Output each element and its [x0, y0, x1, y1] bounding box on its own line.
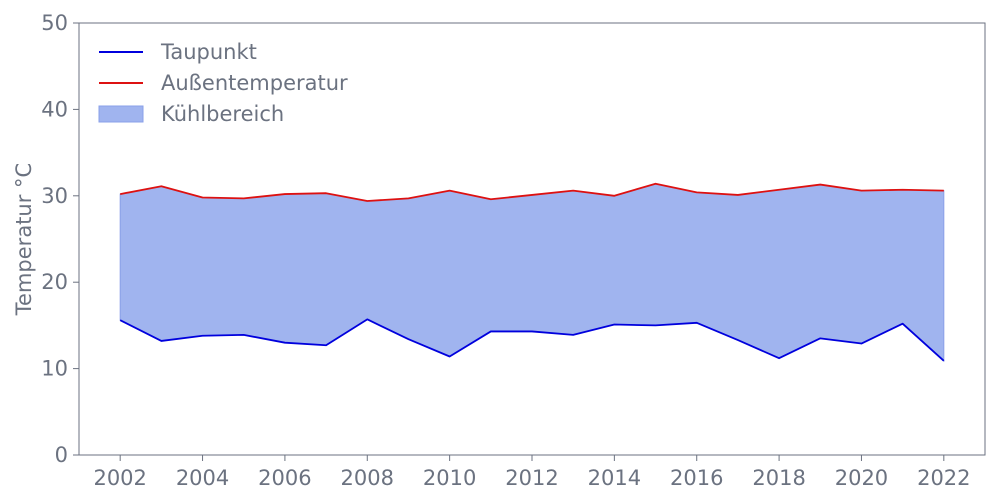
- y-tick-label: 10: [41, 357, 68, 381]
- y-tick-label: 40: [41, 97, 68, 121]
- y-tick-label: 50: [41, 11, 68, 35]
- series-lines-layer: [119, 182, 945, 362]
- legend-label-aussentemperatur: Außentemperatur: [161, 71, 348, 95]
- x-tick-label: 2020: [835, 466, 888, 490]
- x-tick-label: 2016: [670, 466, 723, 490]
- x-tick-label: 2006: [258, 466, 311, 490]
- x-tick-label: 2012: [505, 466, 558, 490]
- x-tick-label: 2018: [752, 466, 805, 490]
- y-axis-ticks: 0 10 20 30 40 50: [41, 11, 79, 467]
- y-tick-label: 0: [55, 443, 68, 467]
- legend-label-taupunkt: Taupunkt: [160, 40, 257, 64]
- x-axis-ticks: 2002 2004 2006 2008 2010 2012 2014 2016 2018 2020…: [93, 455, 971, 490]
- x-tick-label: 2008: [341, 466, 394, 490]
- legend-label-kuehlbereich: Kühlbereich: [161, 102, 284, 126]
- series-line-taupunkt: [119, 318, 945, 362]
- y-tick-label: 20: [41, 270, 68, 294]
- legend-swatch-kuehlbereich: [98, 105, 144, 123]
- x-tick-label: 2014: [588, 466, 641, 490]
- x-tick-label: 2004: [176, 466, 229, 490]
- y-tick-label: 30: [41, 184, 68, 208]
- x-tick-label: 2010: [423, 466, 476, 490]
- legend: Taupunkt Außentemperatur Kühlbereich: [98, 40, 348, 126]
- y-axis-label: Temperatur °C: [12, 163, 36, 316]
- series-line-aussentemperatur: [120, 182, 944, 202]
- x-tick-label: 2002: [93, 466, 146, 490]
- x-tick-label: 2022: [917, 466, 970, 490]
